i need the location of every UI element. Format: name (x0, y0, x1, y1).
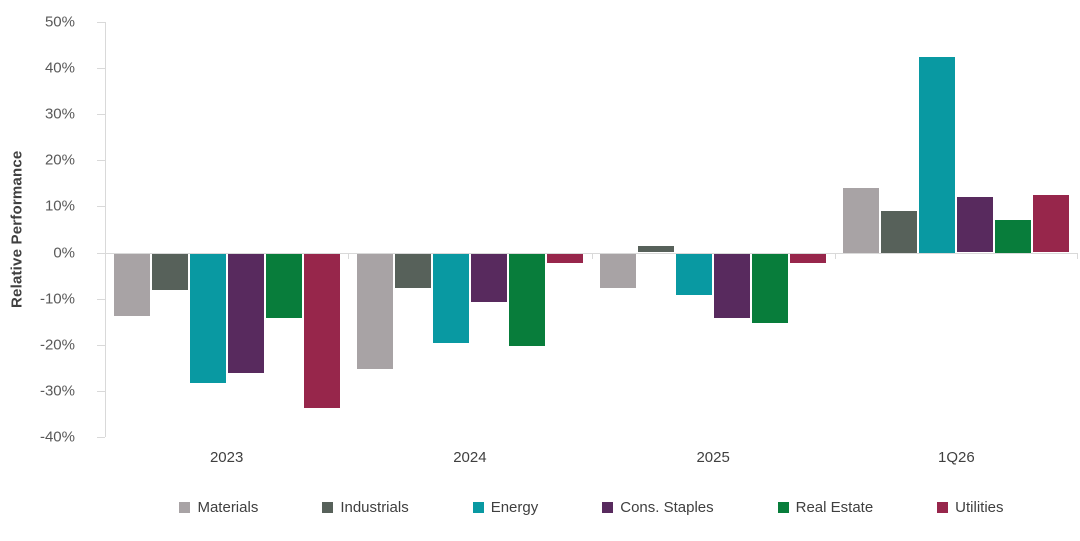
legend-item-industrials: Industrials (322, 499, 409, 516)
y-axis-tick (97, 390, 105, 392)
bar-industrials-2025 (638, 245, 675, 253)
legend: Materials Industrials Energy Cons. Staples R… (105, 499, 1078, 516)
category-tick (834, 252, 836, 259)
y-tick-label: 30% (44, 105, 75, 123)
bar-energy-2025 (676, 253, 713, 296)
x-axis-label-2024: 2024 (453, 449, 487, 466)
bar-materials-2024 (356, 253, 393, 369)
category-tick (348, 252, 350, 259)
x-axis-labels: 2023 2024 2025 1Q26 (105, 449, 1078, 466)
legend-item-energy: Energy (472, 499, 539, 516)
bar-materials-1q26 (843, 188, 880, 253)
legend-swatch (472, 502, 484, 513)
bar-industrials-2024 (394, 253, 431, 289)
legend-swatch (179, 502, 191, 513)
bar-real-estate-1q26 (995, 220, 1032, 253)
bar-energy-2023 (189, 253, 226, 383)
bar-utilities-1q26 (1033, 194, 1070, 253)
bar-cons-staples-1q26 (957, 197, 994, 253)
y-tick-label: 10% (44, 197, 75, 215)
y-tick-label: -10% (39, 290, 75, 308)
legend-item-utilities: Utilities (937, 499, 1004, 516)
legend-swatch (602, 502, 614, 513)
bar-utilities-2024 (546, 253, 583, 263)
category-tick (105, 252, 106, 259)
category-tick (1077, 252, 1078, 259)
x-axis-label-1q26: 1Q26 (938, 449, 975, 466)
x-axis-label-2025: 2025 (696, 449, 730, 466)
bar-industrials-2023 (151, 253, 188, 291)
y-axis-tick (97, 206, 105, 208)
bar-real-estate-2023 (265, 253, 302, 319)
legend-item-cons-staples: Cons. Staples (602, 499, 714, 516)
y-tick-label: -40% (39, 428, 75, 446)
legend-item-materials: Materials (179, 499, 258, 516)
legend-swatch (322, 502, 334, 513)
y-axis-tick (97, 114, 105, 116)
y-axis-title: Relative Performance (8, 150, 26, 309)
y-tick-label: 50% (44, 13, 75, 31)
legend-swatch (937, 502, 949, 513)
legend-label: Industrials (340, 499, 409, 516)
bar-utilities-2025 (790, 253, 827, 263)
legend-label: Materials (197, 499, 259, 516)
bar-real-estate-2025 (752, 253, 789, 323)
plot-area: 50% 40% 30% 20% 10% 0% -10% -20% -30% -40% (40, 14, 1078, 446)
bar-industrials-1q26 (881, 211, 918, 253)
bar-cons-staples-2024 (470, 253, 507, 302)
legend-label: Real Estate (795, 499, 874, 516)
bar-cons-staples-2025 (714, 253, 751, 319)
y-axis-tick (97, 22, 105, 23)
y-axis-tick (97, 68, 105, 70)
bar-materials-2023 (113, 253, 150, 316)
y-axis-tick (97, 344, 105, 346)
y-tick-label: 0% (53, 244, 75, 262)
bar-energy-1q26 (919, 56, 956, 253)
bar-energy-2024 (432, 253, 469, 344)
y-axis-line (105, 22, 106, 437)
bar-utilities-2023 (303, 253, 340, 409)
y-axis-tick (97, 160, 105, 162)
y-tick-label: -20% (39, 336, 75, 354)
bar-real-estate-2024 (508, 253, 545, 346)
legend-swatch (777, 502, 789, 513)
y-tick-label: -30% (39, 382, 75, 400)
legend-item-real-estate: Real Estate (777, 499, 874, 516)
y-axis-tick (97, 298, 105, 300)
legend-label: Utilities (955, 499, 1004, 516)
legend-label: Cons. Staples (620, 499, 714, 516)
bar-materials-2025 (600, 253, 637, 289)
bar-cons-staples-2023 (227, 253, 264, 374)
y-axis-tick (97, 437, 105, 438)
y-axis-tick (97, 252, 105, 254)
y-tick-label: 40% (44, 59, 75, 77)
y-tick-label: 20% (44, 151, 75, 169)
category-tick (591, 252, 593, 259)
x-axis-label-2023: 2023 (209, 449, 244, 466)
legend-label: Energy (490, 499, 539, 516)
